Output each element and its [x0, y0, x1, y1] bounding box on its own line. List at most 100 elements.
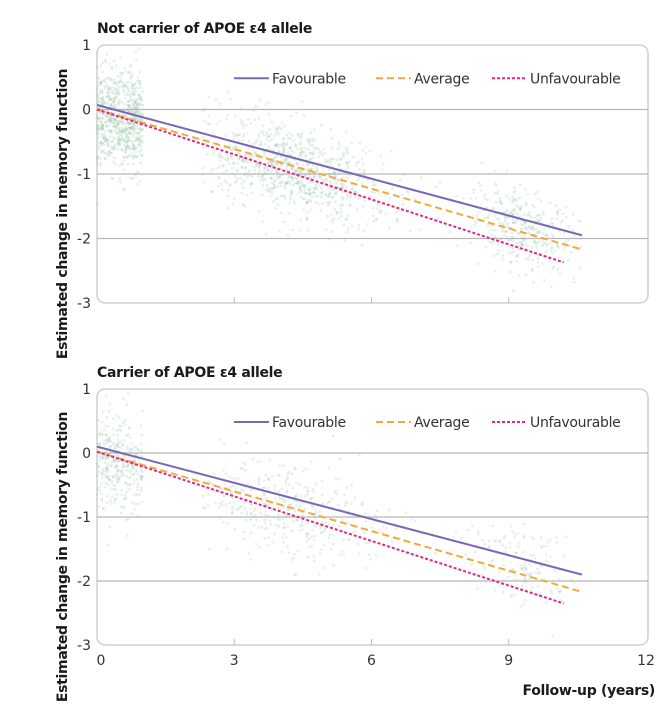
- scatter-point: [539, 216, 543, 220]
- scatter-point: [107, 145, 111, 148]
- scatter-point: [519, 207, 522, 211]
- scatter-point: [329, 160, 333, 164]
- scatter-point: [117, 127, 121, 131]
- scatter-point: [120, 72, 124, 76]
- scatter-point: [131, 162, 135, 166]
- scatter-point: [320, 124, 323, 127]
- scatter-point: [503, 220, 507, 223]
- scatter-point: [136, 172, 140, 175]
- scatter-point: [117, 128, 121, 132]
- scatter-point: [225, 181, 229, 184]
- scatter-point: [241, 160, 245, 163]
- scatter-point: [366, 541, 370, 545]
- scatter-point: [123, 84, 127, 88]
- scatter-point: [110, 502, 113, 505]
- scatter-point: [123, 128, 127, 132]
- scatter-point: [112, 117, 116, 121]
- scatter-point: [136, 136, 140, 139]
- scatter-point: [114, 131, 118, 135]
- scatter-point: [270, 162, 274, 166]
- scatter-point: [516, 253, 520, 256]
- scatter-point: [129, 106, 133, 110]
- scatter-point: [125, 444, 129, 448]
- scatter-point: [383, 193, 387, 197]
- scatter-point: [243, 173, 247, 177]
- scatter-point: [215, 122, 219, 125]
- scatter-point: [300, 181, 303, 185]
- scatter-point: [305, 218, 309, 222]
- scatter-point: [127, 476, 131, 480]
- scatter-point: [536, 257, 540, 261]
- scatter-point: [525, 212, 529, 216]
- scatter-point: [338, 164, 341, 168]
- scatter-point: [268, 189, 272, 193]
- scatter-point: [368, 149, 372, 153]
- scatter-point: [257, 166, 261, 170]
- scatter-point: [349, 195, 353, 199]
- scatter-point: [522, 522, 526, 526]
- scatter-point: [476, 211, 480, 215]
- scatter-point: [306, 486, 310, 489]
- scatter-point: [131, 98, 135, 102]
- scatter-point: [221, 500, 225, 503]
- scatter-point: [252, 509, 256, 513]
- scatter-point: [107, 129, 110, 132]
- scatter-point: [270, 187, 274, 190]
- scatter-point: [312, 490, 316, 493]
- scatter-point: [506, 238, 510, 241]
- scatter-point: [303, 185, 307, 189]
- scatter-point: [539, 199, 543, 203]
- scatter-point: [109, 130, 113, 134]
- scatter-point: [130, 110, 134, 113]
- scatter-point: [273, 206, 277, 210]
- scatter-point: [235, 133, 239, 137]
- scatter-point: [287, 212, 291, 215]
- scatter-point: [203, 119, 207, 123]
- scatter-point: [313, 186, 317, 190]
- scatter-point: [123, 155, 126, 159]
- scatter-point: [307, 537, 310, 541]
- scatter-point: [513, 535, 516, 539]
- scatter-point: [263, 171, 267, 175]
- scatter-point: [97, 443, 101, 446]
- scatter-point: [347, 160, 351, 164]
- scatter-point: [114, 125, 118, 129]
- scatter-point: [537, 240, 541, 244]
- scatter-point: [564, 216, 568, 219]
- scatter-point: [558, 589, 561, 593]
- scatter-point: [367, 553, 371, 557]
- scatter-point: [345, 193, 349, 196]
- scatter-point: [276, 171, 280, 175]
- scatter-point: [133, 156, 136, 159]
- scatter-point: [333, 174, 337, 177]
- scatter-point: [294, 503, 298, 507]
- scatter-point: [105, 136, 108, 139]
- scatter-point: [136, 123, 140, 127]
- scatter-point: [287, 508, 291, 511]
- scatter-point: [298, 154, 301, 158]
- scatter-point: [212, 472, 216, 476]
- scatter-point: [292, 183, 295, 187]
- scatter-point: [532, 281, 535, 284]
- scatter-point: [103, 121, 107, 124]
- scatter-point: [207, 114, 211, 117]
- scatter-point: [298, 529, 302, 532]
- scatter-point: [283, 194, 287, 198]
- scatter-point: [98, 485, 102, 489]
- scatter-point: [96, 136, 100, 140]
- scatter-point: [434, 185, 437, 189]
- scatter-point: [117, 80, 121, 84]
- scatter-point: [128, 127, 132, 130]
- scatter-point: [330, 497, 334, 501]
- scatter-point: [515, 242, 519, 245]
- scatter-point: [328, 191, 332, 195]
- scatter-point: [511, 195, 514, 199]
- scatter-point: [283, 526, 286, 530]
- scatter-point: [523, 227, 527, 231]
- scatter-point: [132, 144, 136, 148]
- scatter-point: [332, 170, 336, 174]
- scatter-point: [136, 137, 140, 141]
- scatter-point: [336, 178, 340, 182]
- scatter-point: [136, 86, 139, 90]
- scatter-point: [137, 94, 141, 97]
